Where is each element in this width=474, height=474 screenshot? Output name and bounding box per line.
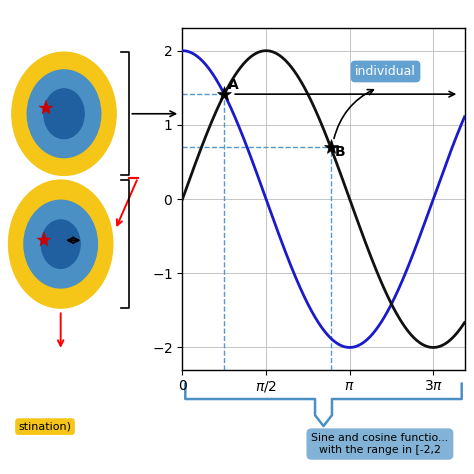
Text: Sine and cosine functio...
with the range in [-2,2: Sine and cosine functio... with the rang…: [311, 433, 448, 455]
Text: A: A: [228, 78, 239, 92]
Ellipse shape: [24, 200, 98, 288]
Ellipse shape: [41, 220, 80, 268]
Text: B: B: [334, 145, 345, 159]
Ellipse shape: [12, 52, 116, 175]
Ellipse shape: [44, 89, 84, 138]
Text: stination): stination): [18, 421, 72, 432]
Ellipse shape: [27, 70, 100, 158]
Text: individual: individual: [355, 65, 416, 78]
Ellipse shape: [9, 180, 113, 308]
